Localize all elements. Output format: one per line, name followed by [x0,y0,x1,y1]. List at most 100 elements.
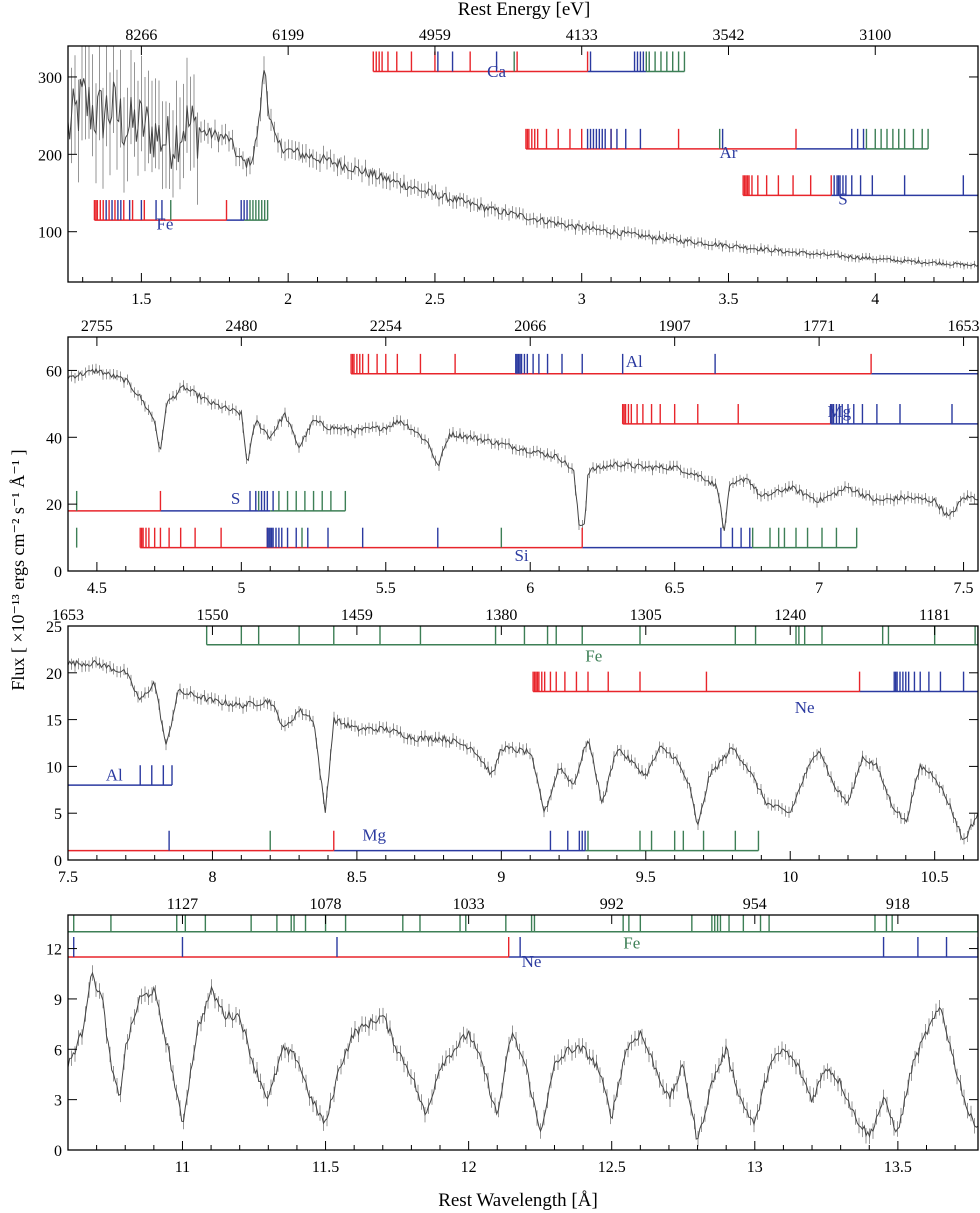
ion-label-al: Al [626,352,643,371]
x-tick-label: 3.5 [718,291,738,308]
energy-tick-label: 4133 [566,27,598,44]
y-tick-label: 0 [54,853,62,870]
panel-frame [67,625,979,861]
energy-ticks: 1653 1550 1459 1380 1305 1240 1181 [52,607,950,635]
panels: Ca Ar S Fe 1.5 2 2.5 3 3.5 4 8266 6199 4959 4133 3542 3… [38,27,980,1176]
x-ticks: 11 11.5 12 12.5 13 13.5 [67,1141,956,1176]
y-tick-label: 20 [46,666,62,683]
ion-series [68,915,978,958]
energy-tick-label: 1550 [196,607,228,624]
x-tick-label: 12 [461,1159,477,1176]
spectrum [68,46,978,270]
ion-series-al [68,765,173,786]
energy-tick-label: 1653 [948,318,980,335]
ion-label-fe: Fe [623,934,640,953]
spectrum-error-bars [68,965,978,1147]
ion-series-mg [68,830,760,852]
x-ticks: 7.5 8 8.5 9 9.5 10 10.5 [58,851,965,886]
panel-frame [67,336,979,572]
ion-label-ca: Ca [487,62,506,81]
x-tick-label: 3 [578,291,586,308]
ion-label-ne: Ne [522,952,542,971]
x-tick-label: 5 [237,580,245,597]
energy-tick-label: 2755 [81,318,113,335]
energy-tick-label: 1380 [485,607,517,624]
x-ticks: 4.5 5 5.5 6 6.5 7 7.5 [67,562,974,597]
energy-tick-label: 1127 [167,896,198,913]
y-tick-label: 20 [46,497,62,514]
y-tick-label: 0 [54,564,62,581]
x-tick-label: 8 [208,869,216,886]
x-tick-label: 13.5 [884,1159,912,1176]
y-ticks: 0 5 10 15 20 25 [46,619,978,870]
x-tick-label: 9 [497,869,505,886]
energy-tick-label: 992 [600,896,624,913]
energy-ticks: 2755 2480 2254 2066 1907 1771 1653 [81,318,980,346]
ion-label-fe: Fe [585,647,602,666]
y-tick-label: 3 [54,1093,62,1110]
x-tick-label: 2 [284,291,292,308]
ion-label-ne: Ne [795,698,815,717]
y-tick-label: 60 [46,363,62,380]
energy-tick-label: 1459 [341,607,373,624]
energy-tick-label: 1907 [659,318,691,335]
ion-series-al [350,353,978,375]
x-tick-label: 10.5 [921,869,949,886]
x-tick-label: 9.5 [636,869,656,886]
y-axis-title: Flux [ ×10⁻¹³ ergs cm⁻² s⁻¹ Å⁻¹ ] [8,449,28,690]
ion-series-ca [372,51,686,73]
spectrum-error-bars [68,363,978,531]
panel-frame [67,45,979,283]
energy-tick-label: 8266 [125,27,157,44]
energy-tick-label: 6199 [272,27,304,44]
y-tick-label: 300 [38,70,62,87]
ion-label-si: Si [514,546,528,565]
x-ticks: 1.5 2 2.5 3 3.5 4 [82,273,964,308]
panel-4: Fe Ne 11 11.5 12 12.5 13 13.5 1127 1078 1033 992 954… [46,896,979,1176]
energy-tick-label: 1771 [803,318,835,335]
energy-tick-label: 3542 [712,27,744,44]
energy-tick-label: 1240 [774,607,806,624]
y-tick-label: 6 [54,1042,62,1059]
energy-tick-label: 918 [886,896,910,913]
panel-frame [67,914,979,1151]
ion-series [68,353,978,549]
ion-series-ne [68,936,978,958]
ion-series-si [75,527,858,549]
energy-tick-label: 2254 [370,318,402,335]
x-tick-label: 13 [747,1159,763,1176]
ion-series [68,626,978,852]
ion-label-fe: Fe [156,214,173,233]
ion-series [93,51,978,221]
spectrum-error-bars [68,46,978,270]
spectrum [68,656,978,845]
y-tick-label: 12 [46,942,62,959]
x-tick-label: 6 [526,580,534,597]
ion-series-s [742,175,978,197]
y-tick-label: 25 [46,619,62,636]
x-tick-label: 8.5 [347,869,367,886]
ion-label-s: S [231,489,240,508]
x-tick-label: 10 [782,869,798,886]
y-ticks: 100 200 300 [38,70,978,242]
y-tick-label: 200 [38,147,62,164]
spectrum-line [68,971,978,1140]
ion-label-al: Al [106,765,123,784]
ion-label-mg: Mg [362,825,386,844]
x-tick-label: 4.5 [87,580,107,597]
ion-series-fe [68,915,978,933]
y-ticks: 0 3 6 9 12 [46,942,978,1160]
y-tick-label: 100 [38,225,62,242]
energy-tick-label: 1078 [310,896,342,913]
energy-tick-label: 1033 [453,896,485,913]
x-tick-label: 7.5 [58,869,78,886]
energy-tick-label: 2480 [225,318,257,335]
x-tick-label: 7.5 [954,580,974,597]
x-tick-label: 6.5 [665,580,685,597]
y-ticks: 0 20 40 60 [46,363,978,581]
y-tick-label: 40 [46,430,62,447]
energy-tick-label: 1181 [919,607,950,624]
spectrum-line [68,70,978,267]
energy-tick-label: 3100 [859,27,891,44]
x-tick-label: 5.5 [376,580,396,597]
